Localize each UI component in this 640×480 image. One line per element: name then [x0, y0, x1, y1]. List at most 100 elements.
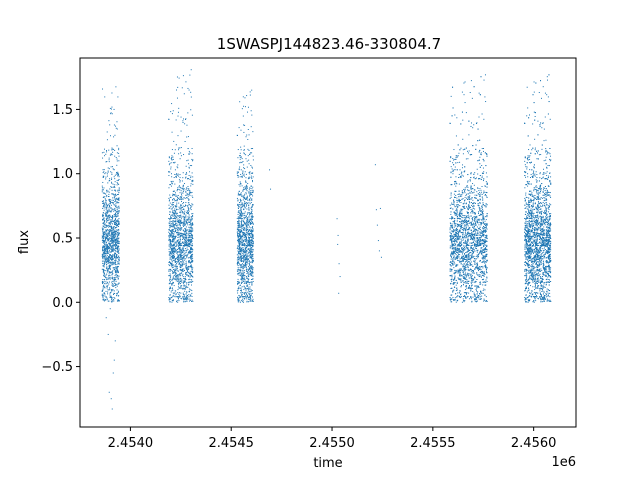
- data-point: [169, 278, 171, 280]
- data-point: [116, 179, 118, 181]
- data-point: [241, 241, 243, 243]
- data-point: [115, 270, 117, 272]
- data-point: [237, 248, 239, 250]
- data-point: [112, 249, 114, 251]
- data-point: [251, 281, 253, 283]
- data-point: [117, 96, 119, 98]
- data-point: [238, 295, 240, 297]
- data-point: [244, 168, 246, 170]
- data-point: [243, 298, 245, 300]
- data-point: [243, 208, 245, 210]
- data-point: [117, 248, 119, 250]
- data-point: [178, 236, 180, 238]
- data-point: [184, 252, 186, 254]
- data-point: [115, 173, 117, 175]
- data-point: [190, 281, 192, 283]
- data-point: [248, 221, 250, 223]
- data-point: [102, 219, 104, 221]
- data-point: [101, 281, 103, 283]
- data-point: [179, 296, 181, 298]
- data-point: [238, 220, 240, 222]
- data-point: [179, 221, 181, 223]
- data-point: [186, 254, 188, 256]
- data-point: [240, 275, 242, 277]
- data-point: [181, 262, 183, 264]
- data-point: [239, 239, 241, 241]
- data-point: [240, 200, 242, 202]
- data-point: [113, 281, 115, 283]
- data-point: [180, 243, 182, 245]
- data-point: [252, 245, 254, 247]
- data-point: [250, 256, 252, 258]
- data-point: [187, 189, 189, 191]
- data-point: [104, 283, 106, 285]
- data-point: [171, 223, 173, 225]
- data-point: [182, 261, 184, 263]
- data-point: [102, 279, 104, 281]
- data-point: [238, 274, 240, 276]
- data-point: [186, 267, 188, 269]
- data-point: [238, 226, 240, 228]
- data-point: [236, 262, 238, 264]
- data-point: [111, 209, 113, 211]
- data-point: [105, 296, 107, 298]
- data-point: [180, 275, 182, 277]
- data-point: [176, 222, 178, 224]
- data-point: [112, 285, 114, 287]
- data-point: [170, 166, 172, 168]
- data-point: [190, 272, 192, 274]
- data-point: [172, 162, 174, 164]
- data-point: [173, 210, 175, 212]
- data-point: [118, 188, 120, 190]
- data-point: [191, 160, 193, 162]
- data-point: [183, 250, 185, 252]
- data-point: [106, 238, 108, 240]
- data-point: [107, 190, 109, 192]
- data-point: [249, 195, 251, 197]
- data-point: [246, 196, 248, 198]
- data-point: [114, 238, 116, 240]
- data-point: [250, 110, 252, 112]
- data-point: [114, 181, 116, 183]
- data-point: [108, 161, 110, 163]
- data-point: [186, 274, 188, 276]
- data-point: [190, 206, 192, 208]
- data-point: [106, 220, 108, 222]
- data-point: [244, 296, 246, 298]
- data-point: [243, 239, 245, 241]
- data-point: [173, 194, 175, 196]
- data-point: [103, 253, 105, 255]
- data-point: [172, 230, 174, 232]
- data-point: [240, 289, 242, 291]
- data-point: [114, 221, 116, 223]
- data-point: [252, 272, 254, 274]
- data-point: [246, 258, 248, 260]
- data-point: [248, 241, 250, 243]
- data-point: [188, 192, 190, 194]
- data-point: [174, 278, 176, 280]
- data-point: [172, 275, 174, 277]
- data-point: [175, 250, 177, 252]
- data-point: [457, 233, 459, 235]
- data-point: [237, 265, 239, 267]
- data-point: [252, 275, 254, 277]
- data-point: [173, 162, 175, 164]
- data-point: [168, 270, 170, 272]
- data-point: [176, 257, 178, 259]
- data-point: [184, 224, 186, 226]
- data-point: [179, 269, 181, 271]
- data-point: [236, 173, 238, 175]
- data-point: [109, 231, 111, 233]
- data-point: [187, 207, 189, 209]
- data-point: [173, 194, 175, 196]
- data-point: [239, 255, 241, 257]
- data-point: [243, 272, 245, 274]
- data-point: [172, 214, 174, 216]
- data-point: [116, 145, 118, 147]
- data-point: [182, 297, 184, 299]
- data-point: [173, 233, 175, 235]
- data-point: [109, 200, 111, 202]
- data-point: [178, 284, 180, 286]
- data-point: [190, 294, 192, 296]
- data-point: [242, 218, 244, 219]
